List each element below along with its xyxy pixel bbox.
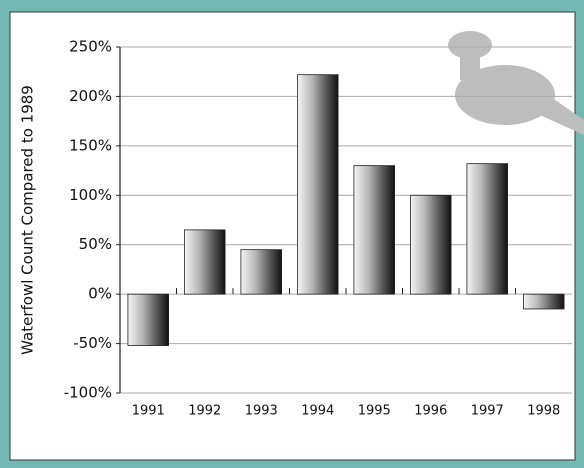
bar <box>128 294 169 345</box>
bar <box>467 164 508 294</box>
y-tick-label: 250% <box>69 38 112 56</box>
bar <box>297 75 338 294</box>
y-tick-label: 50% <box>79 235 112 253</box>
y-tick-label: 150% <box>69 136 112 154</box>
y-tick-label: -100% <box>64 384 112 402</box>
y-tick-label: 0% <box>88 285 112 303</box>
y-axis-label: Waterfowl Count Compared to 1989 <box>19 85 37 355</box>
y-tick-label: 100% <box>69 186 112 204</box>
page: Waterfowl Count Compared to 1989 -100% -5… <box>0 0 584 468</box>
bar <box>241 250 282 294</box>
chart: Waterfowl Count Compared to 1989 -100% -5… <box>0 0 584 468</box>
x-tick-label: 1995 <box>358 404 391 419</box>
x-tick-label: 1993 <box>245 404 278 419</box>
x-tick-label: 1992 <box>188 404 221 419</box>
x-tick-label: 1996 <box>414 404 447 419</box>
x-tick-label: 1994 <box>301 404 334 419</box>
bar <box>410 195 451 294</box>
x-tick-label: 1998 <box>527 404 560 419</box>
y-tick-label: -50% <box>73 334 112 352</box>
x-tick-label: 1991 <box>132 404 165 419</box>
x-tick-label: 1997 <box>471 404 504 419</box>
bar <box>354 166 395 295</box>
y-tick-label: 200% <box>69 87 112 105</box>
bar <box>184 230 225 294</box>
bar <box>523 294 564 309</box>
